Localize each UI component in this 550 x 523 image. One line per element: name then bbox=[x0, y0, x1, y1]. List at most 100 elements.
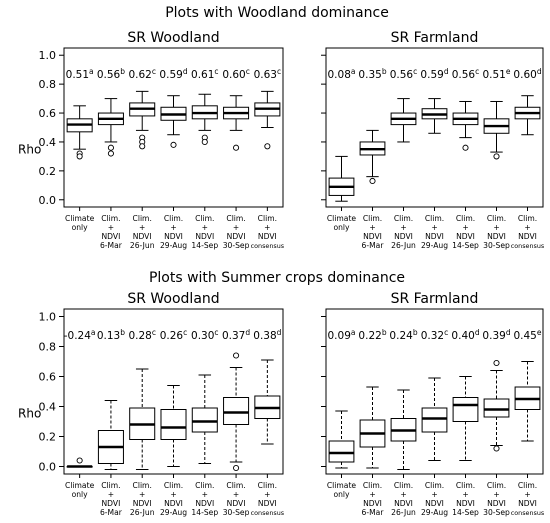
annotation-value: 0.51 bbox=[482, 69, 505, 81]
x-tick-label: + bbox=[108, 223, 114, 232]
x-tick-label: consensus bbox=[511, 242, 545, 250]
panel-title: SR Woodland bbox=[127, 291, 219, 307]
annotation: 0.26c bbox=[160, 328, 188, 342]
y-tick-label: 0.2 bbox=[39, 165, 57, 178]
annotation-value: 0.38 bbox=[253, 330, 276, 342]
outlier-point bbox=[76, 457, 83, 464]
x-tick-label: 29-Aug bbox=[421, 241, 448, 250]
annotation: 0.63c bbox=[254, 67, 282, 81]
annotation-value: 0.60 bbox=[222, 69, 245, 81]
panel-title: SR Farmland bbox=[391, 30, 479, 46]
annotation: 0.56c bbox=[390, 67, 418, 81]
section-title-summer-crops: Plots with Summer crops dominance bbox=[149, 270, 405, 286]
x-tick-label: 6-Mar bbox=[100, 241, 123, 250]
x-tick-label: NDVI bbox=[258, 232, 277, 241]
x-tick-label: NDVI bbox=[394, 232, 413, 241]
annotation: 0.61c bbox=[191, 67, 219, 81]
x-tick-label: 29-Aug bbox=[160, 508, 187, 517]
x-tick-label: consensus bbox=[251, 509, 285, 517]
x-tick-label: NDVI bbox=[195, 232, 214, 241]
y-tick-label: 0.0 bbox=[39, 194, 57, 207]
section-title-woodland: Plots with Woodland dominance bbox=[165, 5, 389, 21]
annotation-group: d bbox=[183, 67, 188, 76]
annotation-group: d bbox=[506, 328, 511, 337]
x-tick-label: 26-Jun bbox=[391, 241, 416, 250]
x-tick-label: + bbox=[108, 490, 114, 499]
x-tick-label: NDVI bbox=[456, 232, 475, 241]
annotation-group: e bbox=[537, 328, 542, 337]
y-tick-label: 0.0 bbox=[39, 461, 57, 474]
x-tick-label: + bbox=[400, 223, 406, 232]
x-tick-label: Clim. bbox=[425, 481, 444, 490]
x-tick-label: 14-Sep bbox=[452, 508, 479, 517]
annotation-group: d bbox=[475, 328, 480, 337]
annotation-value: 0.63 bbox=[254, 69, 277, 81]
annotation-value: 0.59 bbox=[420, 69, 443, 81]
x-tick-label: only bbox=[333, 490, 350, 499]
annotation: 0.38d bbox=[253, 328, 281, 342]
x-tick-label: Clim. bbox=[226, 214, 245, 223]
annotation-group: b bbox=[120, 67, 125, 76]
x-tick-label: 6-Mar bbox=[362, 508, 385, 517]
x-tick-label: + bbox=[400, 490, 406, 499]
y-tick-label: 1.0 bbox=[39, 49, 57, 62]
annotation-group: a bbox=[351, 328, 356, 337]
panel-2: SR Farmland0.08aClimateonly0.35bClim.+ND… bbox=[321, 30, 545, 250]
annotation-group: c bbox=[183, 328, 187, 337]
x-tick-label: 30-Sep bbox=[223, 508, 250, 517]
x-tick-label: + bbox=[462, 223, 468, 232]
annotation-value: 0.09 bbox=[328, 330, 351, 342]
annotation-group: c bbox=[475, 67, 479, 76]
x-tick-label: NDVI bbox=[227, 499, 246, 508]
x-tick-label: only bbox=[333, 223, 350, 232]
x-tick-label: 14-Sep bbox=[191, 508, 218, 517]
annotation: 0.60d bbox=[513, 67, 541, 81]
x-tick-label: Clim. bbox=[101, 481, 120, 490]
x-tick-label: + bbox=[170, 490, 176, 499]
annotation-value: 0.59 bbox=[159, 69, 182, 81]
annotation: 0.22b bbox=[358, 328, 386, 342]
x-tick-label: NDVI bbox=[133, 232, 152, 241]
outlier-point bbox=[493, 445, 500, 452]
x-tick-label: Clim. bbox=[456, 214, 475, 223]
x-tick-label: NDVI bbox=[363, 232, 382, 241]
x-tick-label: + bbox=[202, 490, 208, 499]
x-tick-label: Clim. bbox=[258, 214, 277, 223]
x-tick-label: NDVI bbox=[164, 232, 183, 241]
x-tick-label: + bbox=[369, 223, 375, 232]
box-iqr bbox=[191, 407, 218, 433]
x-tick-label: Climate bbox=[65, 214, 95, 223]
annotation-value: 0.56 bbox=[390, 69, 414, 81]
x-tick-label: + bbox=[170, 223, 176, 232]
outlier-point bbox=[264, 143, 271, 150]
y-tick-label: 0.8 bbox=[39, 78, 57, 91]
outlier-point bbox=[139, 143, 146, 150]
annotation-group: b bbox=[382, 67, 387, 76]
x-tick-label: Clim. bbox=[363, 214, 382, 223]
x-tick-label: NDVI bbox=[487, 232, 506, 241]
annotation: 0.59d bbox=[420, 67, 448, 81]
annotation-value: 0.35 bbox=[358, 69, 381, 81]
annotation-group: e bbox=[506, 67, 511, 76]
x-tick-label: Clim. bbox=[195, 214, 214, 223]
x-tick-label: 26-Jun bbox=[130, 241, 155, 250]
annotation: 0.35b bbox=[358, 67, 386, 81]
x-tick-label: 14-Sep bbox=[452, 241, 479, 250]
y-tick-label: 0.4 bbox=[39, 136, 57, 149]
annotation: 0.13b bbox=[97, 328, 125, 342]
